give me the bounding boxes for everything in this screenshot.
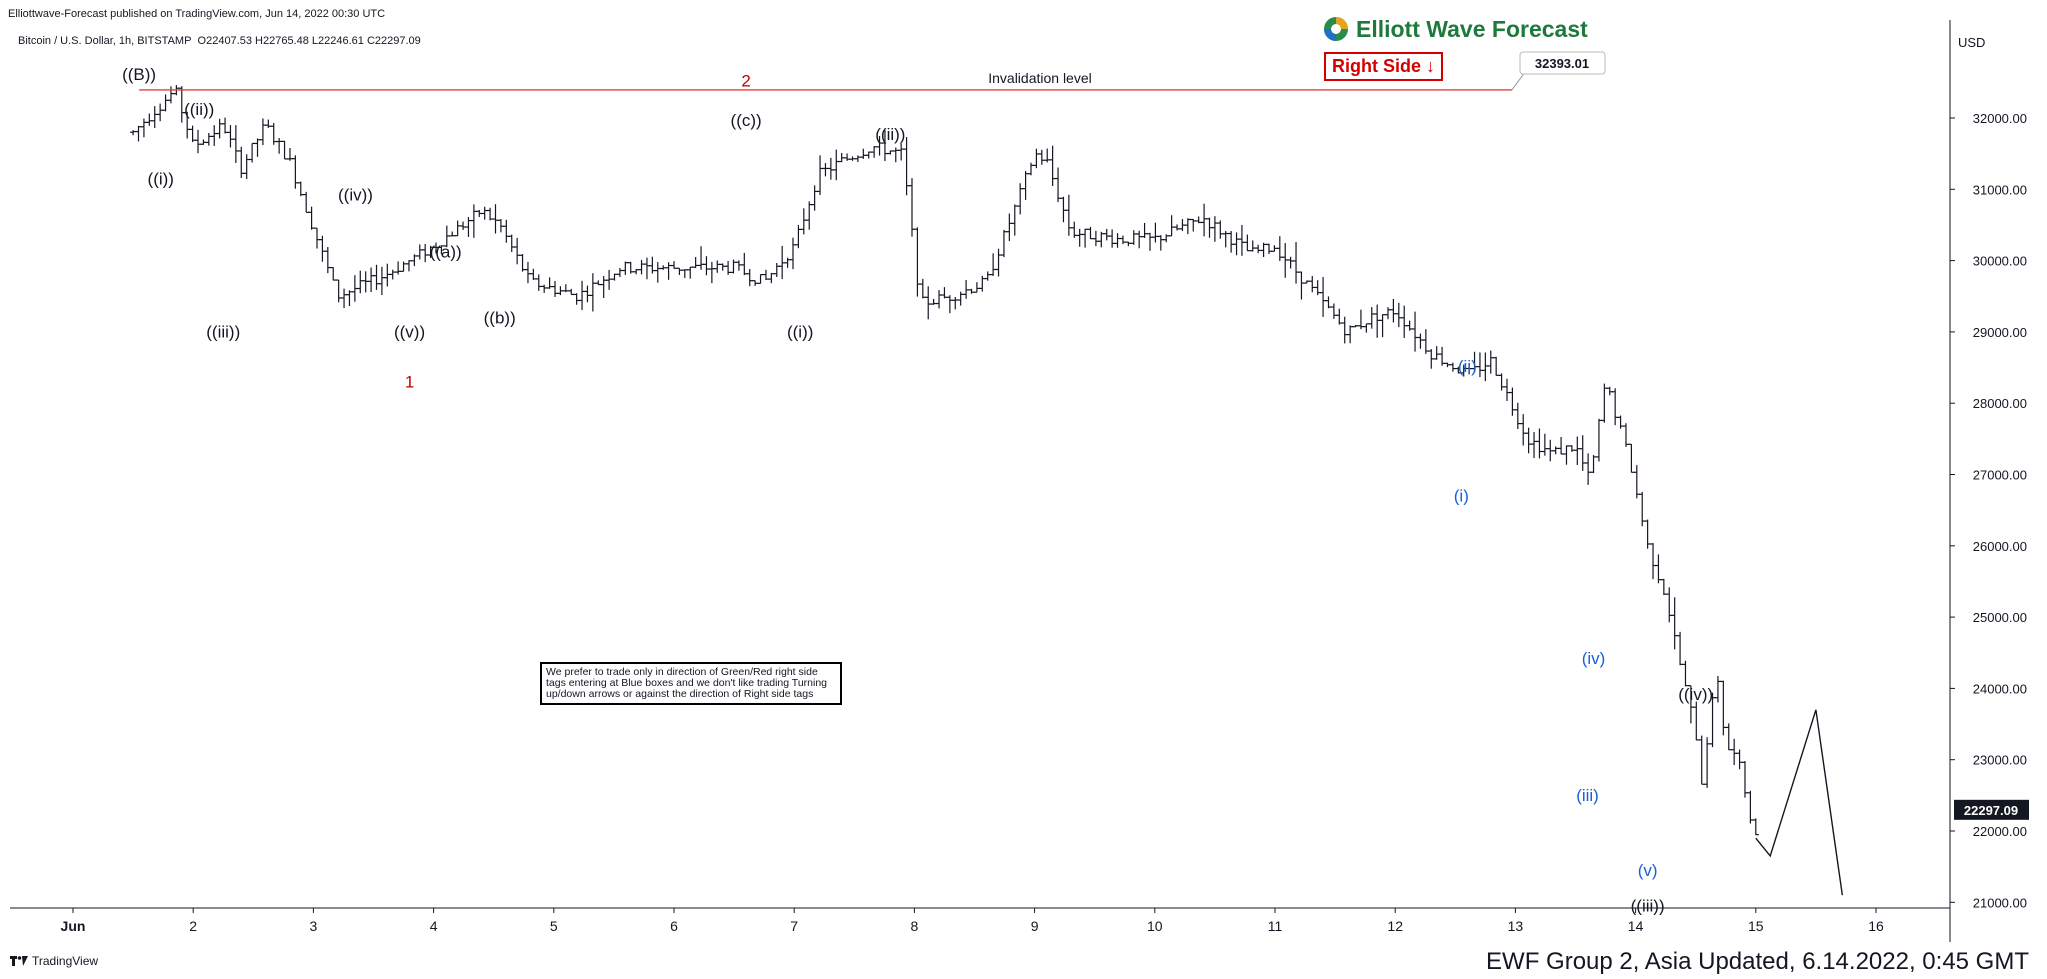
- wave-label: ((c)): [731, 111, 762, 130]
- update-caption: EWF Group 2, Asia Updated, 6.14.2022, 0:…: [1486, 948, 2029, 975]
- y-tick-label: 26000.00: [1973, 539, 2027, 554]
- wave-label: ((ii)): [875, 125, 905, 144]
- wave-label: ((B)): [122, 65, 156, 84]
- y-tick-label: 29000.00: [1973, 325, 2027, 340]
- y-tick-label: 32000.00: [1973, 111, 2027, 126]
- wave-label: (iv): [1582, 649, 1606, 668]
- tradingview-footer[interactable]: TradingView: [10, 954, 98, 968]
- chart-axes: 21000.00 22000.00 23000.00 24000.00 25000.00…: [10, 20, 2029, 942]
- tradingview-label: TradingView: [32, 954, 99, 968]
- x-tick-label: 14: [1628, 918, 1644, 934]
- down-arrow-icon: ↓: [1426, 56, 1436, 76]
- right-side-label: Right Side: [1332, 56, 1421, 76]
- x-tick-label: 10: [1147, 918, 1163, 934]
- ohlc-values: O22407.53 H22765.48 L22246.61 C22297.09: [197, 35, 421, 47]
- x-tick-label: 9: [1031, 918, 1039, 934]
- last-price-tag: [1954, 799, 2029, 820]
- invalidation-callout-line: [1511, 71, 1526, 91]
- wave-label: ((v)): [394, 323, 425, 342]
- projection-path: [1755, 709, 1844, 896]
- y-tick-label: 31000.00: [1973, 182, 2027, 197]
- trading-note: We prefer to trade only in direction of …: [540, 662, 842, 705]
- x-tick-label: 13: [1508, 918, 1524, 934]
- y-tick-label: 30000.00: [1973, 254, 2027, 269]
- wave-label: (iii): [1576, 786, 1599, 805]
- wave-label: ((iv)): [1678, 685, 1713, 704]
- invalidation-value: 32393.01: [1535, 56, 1589, 71]
- x-tick-label: 8: [911, 918, 919, 934]
- brand-name: Elliott Wave Forecast: [1356, 15, 1588, 42]
- y-tick-label: 25000.00: [1973, 610, 2027, 625]
- wave-label: ((i)): [148, 169, 174, 188]
- y-tick-label: 21000.00: [1973, 895, 2027, 910]
- wave-labels: ((B)) ((i)) ((ii)) ((iii)) ((iv)) ((v)) 1 ((a))…: [122, 65, 1713, 916]
- y-axis-unit: USD: [1958, 35, 1985, 50]
- y-tick-label: 23000.00: [1973, 753, 2027, 768]
- y-tick-label: 28000.00: [1973, 396, 2027, 411]
- x-tick-label: 12: [1387, 918, 1403, 934]
- wave-label: ((a)): [430, 243, 462, 262]
- wave-label: (ii): [1458, 357, 1477, 376]
- x-tick-label: 6: [670, 918, 678, 934]
- wave-label: ((i)): [787, 323, 813, 342]
- price-bars: [130, 85, 1759, 836]
- wave-label: ((iv)): [338, 186, 373, 205]
- symbol-name: Bitcoin / U.S. Dollar, 1h, BITSTAMP: [18, 35, 192, 47]
- globe-logo-icon: [1324, 17, 1348, 41]
- brand-logo: Elliott Wave Forecast: [1322, 14, 1588, 44]
- x-tick-label: Jun: [61, 918, 86, 934]
- invalidation-value-box: [1519, 51, 1606, 75]
- x-tick-label: 5: [550, 918, 558, 934]
- tradingview-logo-icon: [10, 956, 28, 966]
- wave-label: ((b)): [484, 308, 516, 327]
- x-tick-label: 2: [189, 918, 197, 934]
- x-tick-label: 7: [790, 918, 798, 934]
- y-tick-label: 27000.00: [1973, 468, 2027, 483]
- wave-label: (i): [1454, 487, 1469, 506]
- x-tick-label: 15: [1748, 918, 1764, 934]
- x-tick-label: 3: [310, 918, 318, 934]
- symbol-info: Bitcoin / U.S. Dollar, 1h, BITSTAMP O224…: [18, 35, 421, 47]
- last-price-label: 22297.09: [1964, 803, 2018, 818]
- wave-label: ((iii)): [206, 323, 240, 342]
- wave-label: ((iii)): [1631, 897, 1665, 916]
- x-tick-label: 4: [430, 918, 438, 934]
- y-tick-label: 24000.00: [1973, 681, 2027, 696]
- invalidation-label: Invalidation level: [988, 70, 1092, 86]
- wave-label: 2: [741, 72, 750, 91]
- wave-label: 1: [405, 373, 414, 392]
- right-side-tag: Right Side ↓: [1324, 52, 1444, 81]
- x-tick-label: 16: [1868, 918, 1884, 934]
- publish-info: Elliottwave-Forecast published on Tradin…: [8, 8, 386, 20]
- wave-label: (v): [1638, 861, 1658, 880]
- invalidation-line: Invalidation level 32393.01: [139, 51, 1606, 91]
- x-tick-label: 11: [1268, 918, 1283, 934]
- projection-line: [1755, 709, 1844, 896]
- wave-label: ((ii)): [184, 100, 214, 119]
- y-tick-label: 22000.00: [1973, 824, 2027, 839]
